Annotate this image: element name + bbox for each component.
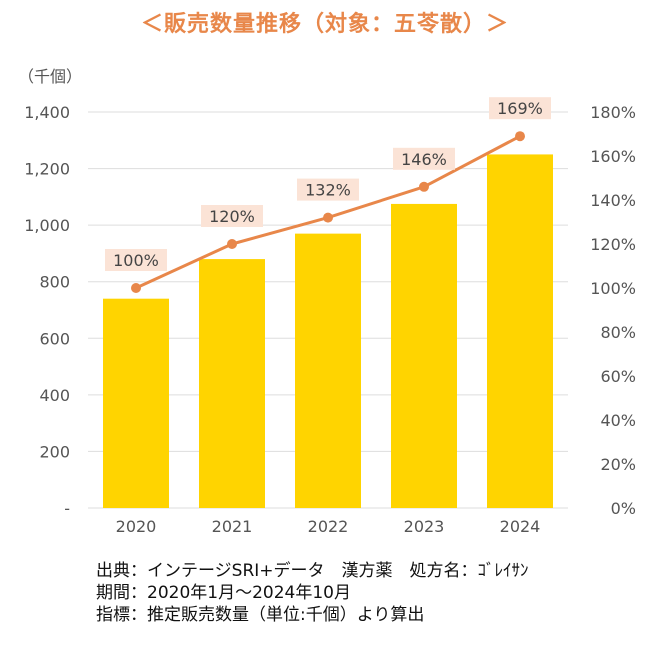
chart-title: ＜販売数量推移（対象：五苓散）＞ <box>140 12 509 37</box>
data-label-bg <box>201 205 263 227</box>
data-label-bg <box>489 97 551 120</box>
right-tick-label: 100% <box>590 279 636 298</box>
left-tick-label: 400 <box>39 386 70 405</box>
data-label: 169% <box>497 99 543 118</box>
category-label: 2021 <box>212 517 253 536</box>
data-label-bg <box>105 249 167 271</box>
left-tick-label: - <box>64 499 70 518</box>
right-tick-label: 160% <box>590 147 636 166</box>
line-point <box>419 181 429 192</box>
category-label: 2020 <box>116 517 157 536</box>
left-tick-label: 600 <box>39 329 70 348</box>
data-label: 132% <box>305 181 351 200</box>
period-line: 期間：2020年1月～2024年10月 <box>96 583 351 603</box>
data-label: 100% <box>113 251 159 270</box>
right-tick-label: 80% <box>600 323 636 342</box>
category-label: 2023 <box>404 517 445 536</box>
category-label: 2022 <box>308 517 349 536</box>
left-tick-label: 200 <box>39 442 70 461</box>
category-label: 2024 <box>500 517 541 536</box>
combo-chart: - 200 400 600 800 1,000 1,200 1,400 0% 20% 40% 60% 8… <box>18 67 636 536</box>
left-tick-label: 1,200 <box>24 160 70 179</box>
line-point <box>515 131 525 142</box>
data-label: 146% <box>401 150 447 169</box>
bar <box>487 154 553 508</box>
right-tick-label: 0% <box>611 499 636 518</box>
bar <box>199 259 265 508</box>
bar <box>295 233 361 508</box>
bar <box>103 298 169 508</box>
left-axis-unit: （千個） <box>18 67 82 86</box>
right-tick-label: 180% <box>590 103 636 122</box>
right-tick-label: 120% <box>590 235 636 254</box>
line-point <box>323 212 333 223</box>
right-tick-label: 60% <box>600 367 636 386</box>
right-tick-label: 40% <box>600 411 636 430</box>
data-label: 120% <box>209 207 255 226</box>
data-label-bg <box>297 178 359 201</box>
left-tick-label: 1,000 <box>24 216 70 235</box>
left-tick-label: 800 <box>39 273 70 292</box>
metric-line: 指標：推定販売数量（単位:千個）より算出 <box>96 605 425 625</box>
data-label-bg <box>393 147 455 170</box>
left-tick-label: 1,400 <box>24 103 70 122</box>
bar <box>391 203 457 508</box>
source-line: 出典：インテージSRI+データ 漢方薬 処方名：ｺﾞﾚｲｻﾝ <box>96 561 529 581</box>
source-notes: 出典：インテージSRI+データ 漢方薬 処方名：ｺﾞﾚｲｻﾝ 期間：2020年1… <box>96 560 529 626</box>
right-tick-label: 140% <box>590 191 636 210</box>
line-point <box>227 239 237 249</box>
line-point <box>131 283 141 293</box>
right-tick-label: 20% <box>600 455 636 474</box>
